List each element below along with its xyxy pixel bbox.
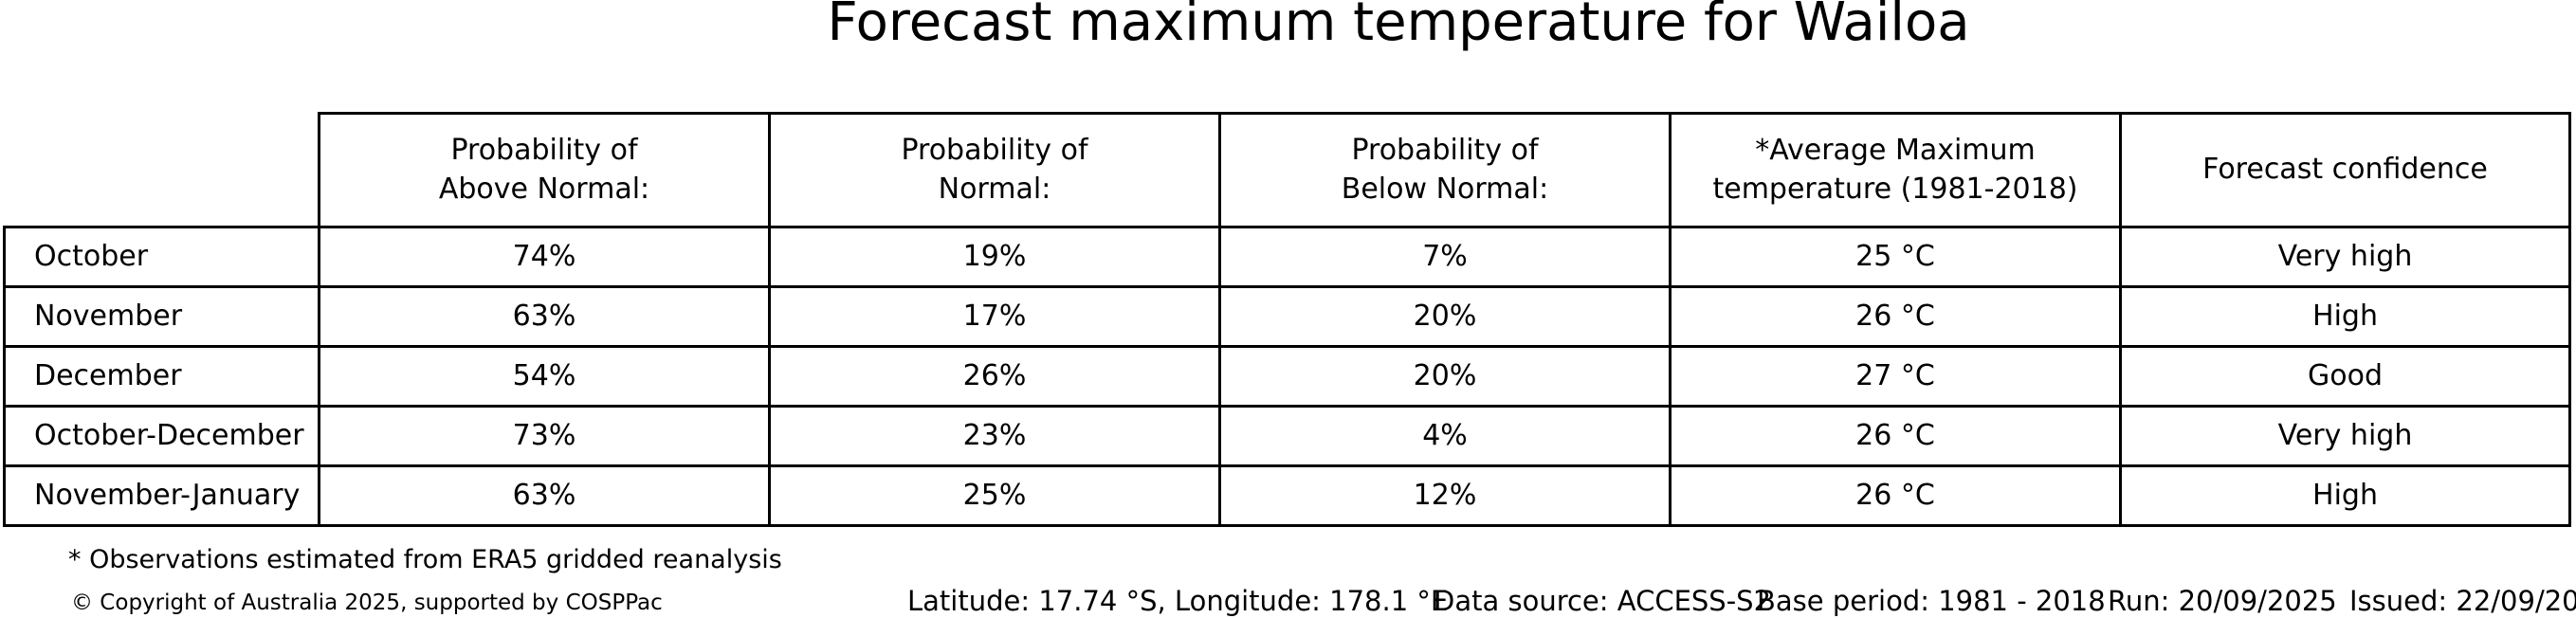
cell-below-normal: 4% — [1218, 405, 1672, 467]
table-row-december: December 54% 26% 20% 27 °C Good — [3, 345, 2571, 408]
cell-avg-max-temp: 26 °C — [1669, 464, 2122, 527]
cell-above-normal: 63% — [318, 285, 771, 348]
header-row: Probability of Above Normal: Probability… — [5, 112, 2571, 228]
cell-below-normal: 12% — [1218, 464, 1672, 527]
cell-above-normal: 63% — [318, 464, 771, 527]
blank-corner-cell — [5, 114, 320, 227]
cell-above-normal: 73% — [318, 405, 771, 467]
cell-below-normal: 20% — [1218, 285, 1672, 348]
row-label: October — [3, 226, 320, 288]
cell-avg-max-temp: 25 °C — [1669, 226, 2122, 288]
run-date-label: Run: 20/09/2025 — [2108, 585, 2337, 617]
cell-confidence: High — [2119, 464, 2571, 527]
data-source-label: Data source: ACCESS-S2 — [1434, 585, 1772, 617]
cell-confidence: Very high — [2119, 226, 2571, 288]
figure-title: Forecast maximum temperature for Wailoa — [827, 0, 1970, 53]
header-below-normal: Probability of Below Normal: — [1218, 112, 1672, 228]
copyright-notice: © Copyright of Australia 2025, supported… — [71, 591, 663, 615]
cell-normal: 23% — [768, 405, 1221, 467]
cell-normal: 25% — [768, 464, 1221, 527]
table-row-october: October 74% 19% 7% 25 °C Very high — [3, 226, 2571, 288]
cell-confidence: High — [2119, 285, 2571, 348]
header-above-normal: Probability of Above Normal: — [318, 112, 771, 228]
cell-above-normal: 74% — [318, 226, 771, 288]
issued-date-label: Issued: 22/09/2025 — [2349, 585, 2576, 617]
header-normal: Probability of Normal: — [768, 112, 1221, 228]
row-label: November — [3, 285, 320, 348]
cell-normal: 26% — [768, 345, 1221, 408]
row-label: October-December — [3, 405, 320, 467]
table-row-november: November 63% 17% 20% 26 °C High — [3, 285, 2571, 348]
cell-normal: 19% — [768, 226, 1221, 288]
lat-lon-label: Latitude: 17.74 °S, Longitude: 178.1 °E — [907, 585, 1449, 617]
cell-confidence: Very high — [2119, 405, 2571, 467]
cell-avg-max-temp: 26 °C — [1669, 285, 2122, 348]
cell-confidence: Good — [2119, 345, 2571, 408]
header-forecast-confidence: Forecast confidence — [2119, 112, 2571, 228]
header-avg-max-temp: *Average Maximum temperature (1981-2018) — [1669, 112, 2122, 228]
base-period-label: Base period: 1981 - 2018 — [1757, 585, 2106, 617]
table-row-october-december: October-December 73% 23% 4% 26 °C Very h… — [3, 405, 2571, 467]
cell-avg-max-temp: 27 °C — [1669, 345, 2122, 408]
cell-below-normal: 7% — [1218, 226, 1672, 288]
cell-avg-max-temp: 26 °C — [1669, 405, 2122, 467]
cell-normal: 17% — [768, 285, 1221, 348]
forecast-table: Probability of Above Normal: Probability… — [3, 112, 2571, 527]
row-label: November-January — [3, 464, 320, 527]
row-label: December — [3, 345, 320, 408]
table-row-november-january: November-January 63% 25% 12% 26 °C High — [3, 464, 2571, 527]
cell-above-normal: 54% — [318, 345, 771, 408]
cell-below-normal: 20% — [1218, 345, 1672, 408]
era5-footnote: * Observations estimated from ERA5 gridd… — [68, 545, 782, 574]
